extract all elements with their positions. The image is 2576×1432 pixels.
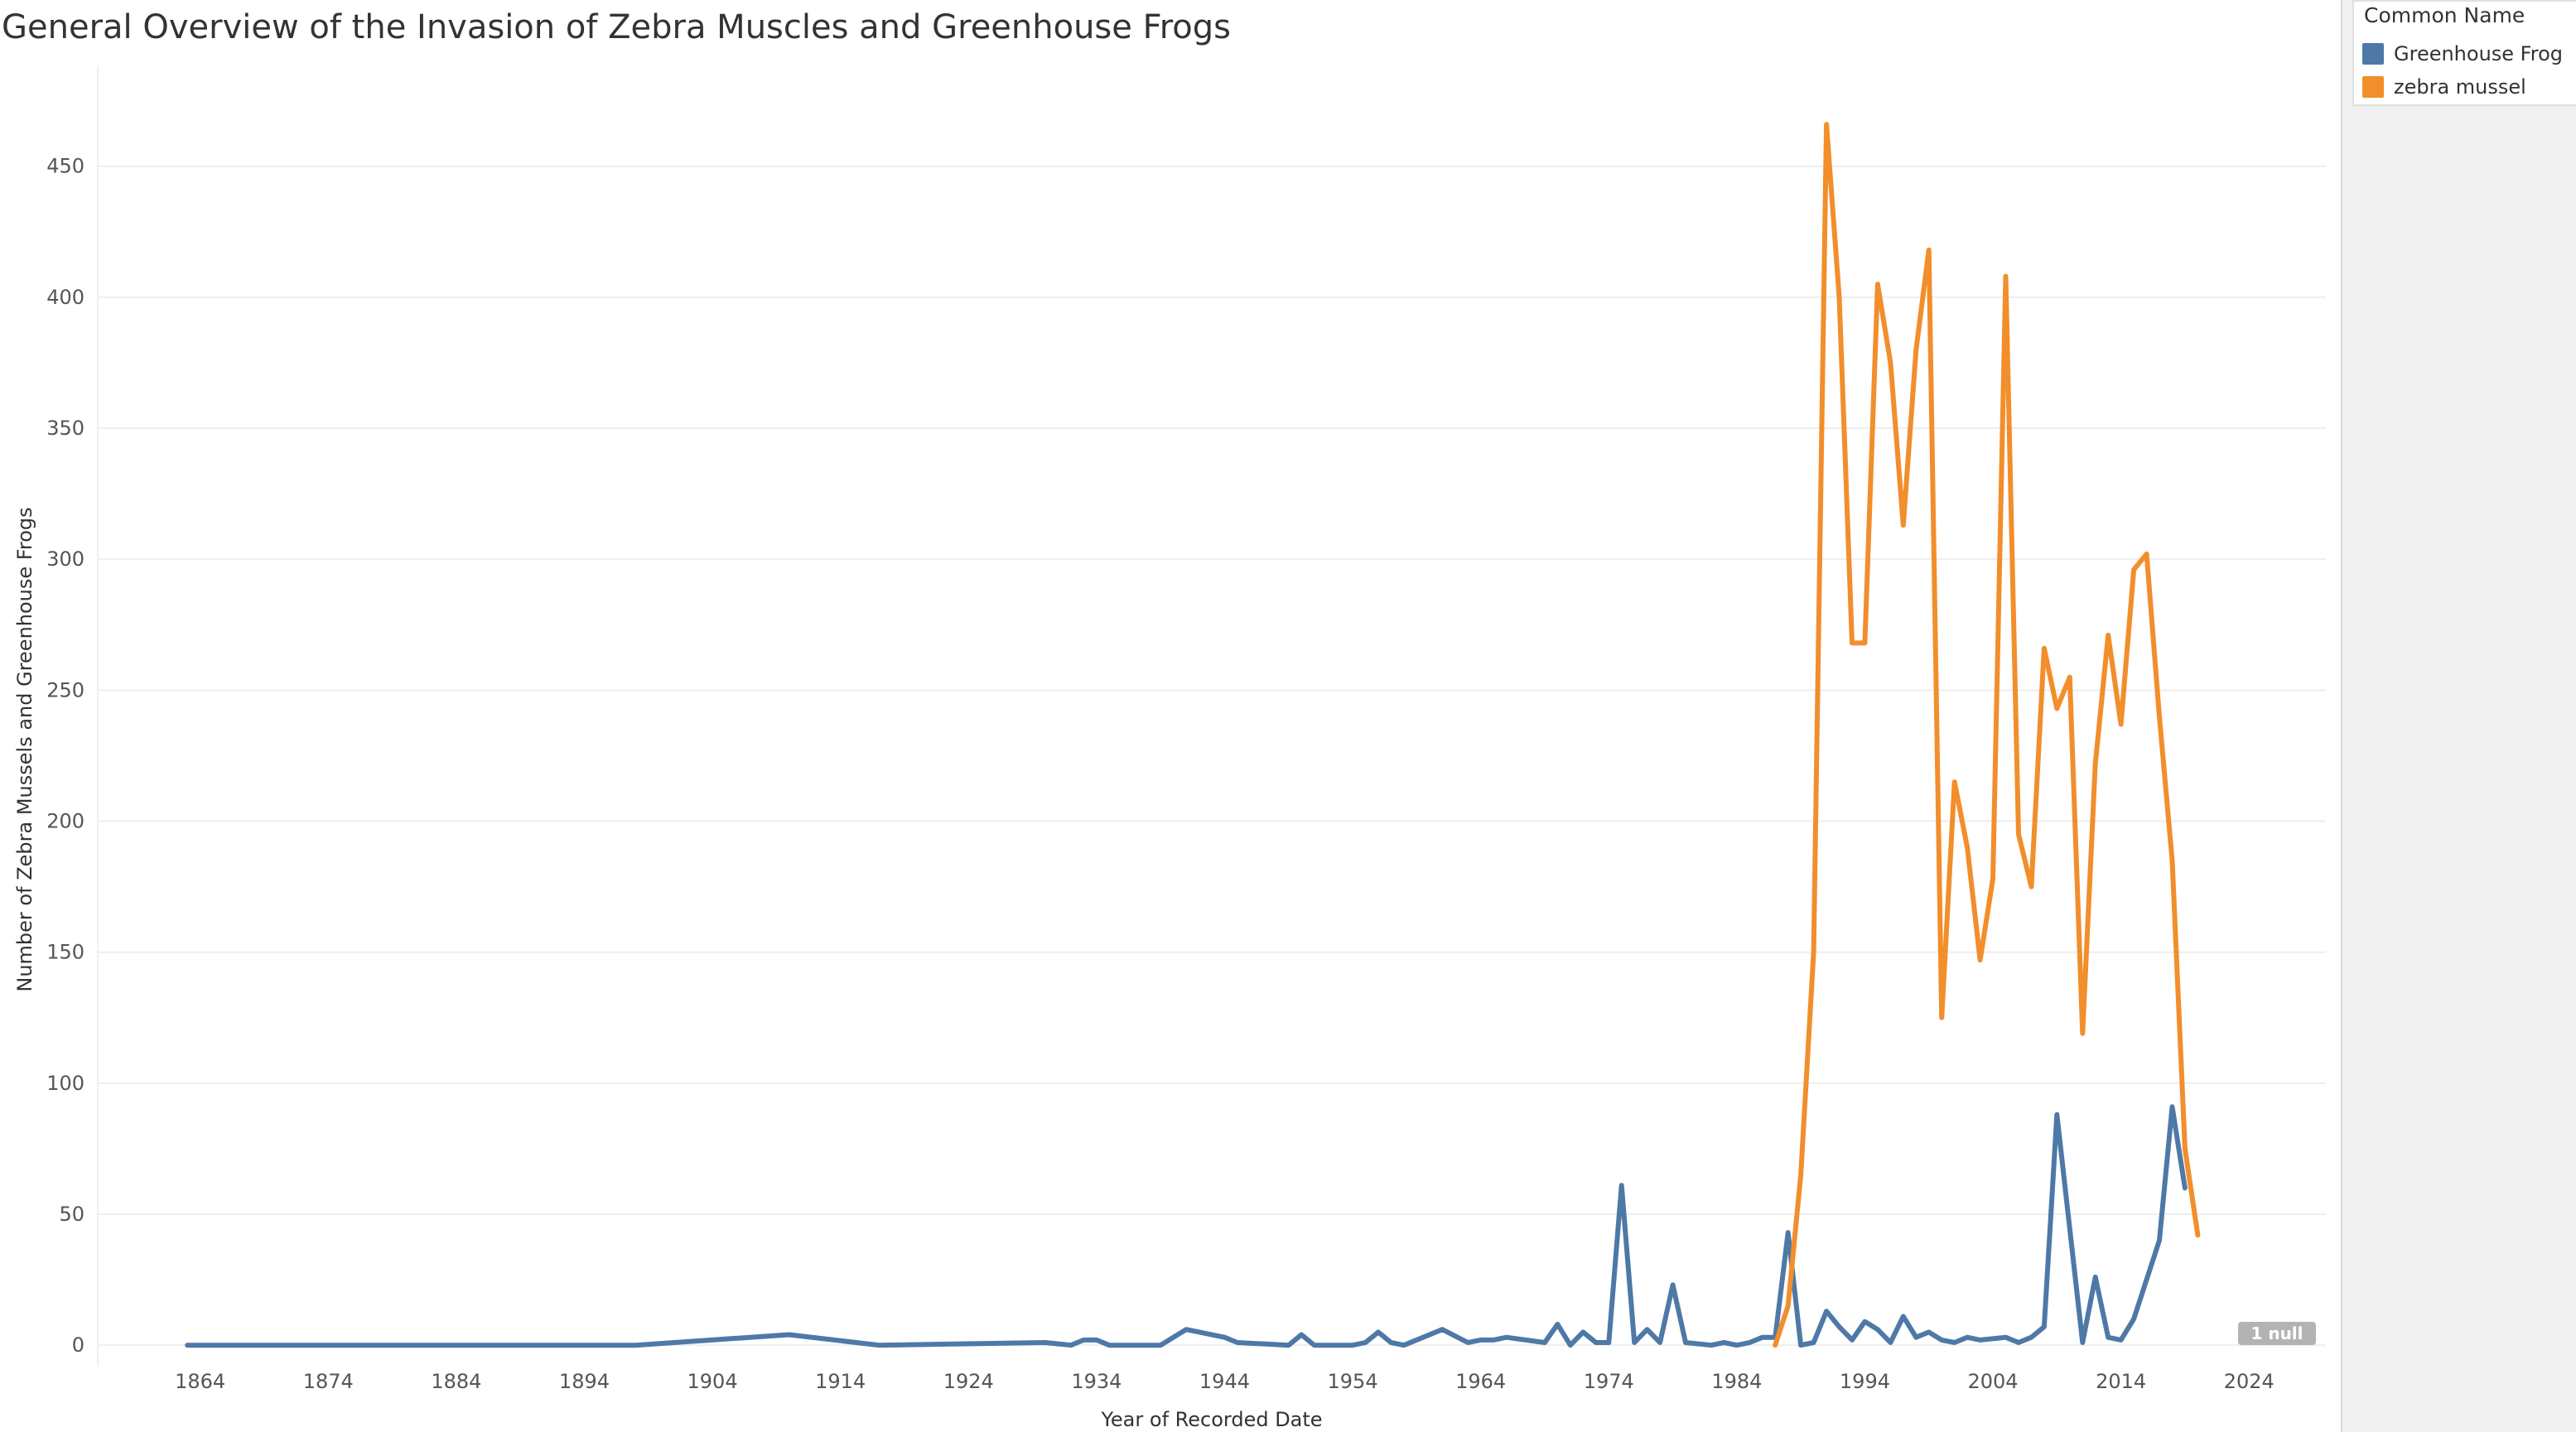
x-tick-label: 1984 — [1711, 1370, 1762, 1393]
x-tick-label: 1974 — [1584, 1370, 1634, 1393]
y-tick-label: 300 — [46, 547, 84, 571]
x-tick-label: 1934 — [1071, 1370, 1122, 1393]
y-tick-label: 50 — [59, 1203, 84, 1226]
y-tick-label: 350 — [46, 417, 84, 440]
x-axis-title: Year of Recorded Date — [1100, 1408, 1322, 1431]
y-tick-label: 150 — [46, 941, 84, 964]
y-axis-title: Number of Zebra Mussels and Greenhouse F… — [13, 507, 36, 991]
x-tick-label: 1954 — [1328, 1370, 1378, 1393]
x-axis-ticks: 1864 1874 1884 1894 1904 1914 1924 1934 1944 1954… — [175, 1370, 2275, 1393]
series-line-greenhouse-frog[interactable] — [185, 1104, 2188, 1348]
legend-item-zebra-mussel[interactable]: zebra mussel — [2362, 73, 2526, 101]
x-tick-label: 1884 — [431, 1370, 481, 1393]
x-tick-label: 2014 — [2096, 1370, 2146, 1393]
y-axis-ticks: 0 50 100 150 200 250 300 350 400 450 — [46, 155, 84, 1357]
series-line-zebra-mussel[interactable] — [1773, 122, 2201, 1348]
line-chart: 0 50 100 150 200 250 300 350 400 450 1864 1874 1884… — [13, 66, 2326, 1431]
grid-lines — [97, 66, 2326, 1367]
legend-swatch-zebra-mussel — [2362, 76, 2384, 98]
y-tick-label: 100 — [46, 1072, 84, 1095]
x-tick-label: 2004 — [1968, 1370, 2019, 1393]
y-tick-label: 450 — [46, 155, 84, 178]
legend-panel: Common Name Greenhouse Frog zebra mussel — [2341, 0, 2576, 1432]
x-tick-label: 1994 — [1840, 1370, 1890, 1393]
x-tick-label: 1964 — [1455, 1370, 1506, 1393]
x-tick-label: 1894 — [559, 1370, 610, 1393]
legend-item-greenhouse-frog[interactable]: Greenhouse Frog — [2362, 40, 2563, 68]
y-tick-label: 0 — [72, 1333, 84, 1357]
legend-label: zebra mussel — [2394, 75, 2526, 99]
x-tick-label: 1914 — [815, 1370, 866, 1393]
legend-swatch-greenhouse-frog — [2362, 43, 2384, 65]
series-lines — [185, 122, 2201, 1348]
null-indicator-badge[interactable]: 1 null — [2238, 1322, 2316, 1345]
chart-title: General Overview of the Invasion of Zebr… — [2, 8, 1231, 46]
legend-title: Common Name — [2364, 3, 2525, 27]
x-tick-label: 1944 — [1199, 1370, 1250, 1393]
x-tick-label: 1874 — [303, 1370, 354, 1393]
x-tick-label: 2024 — [2224, 1370, 2275, 1393]
y-tick-label: 200 — [46, 810, 84, 833]
legend: Common Name Greenhouse Frog zebra mussel — [2352, 0, 2576, 106]
legend-label: Greenhouse Frog — [2394, 42, 2563, 65]
x-tick-label: 1924 — [943, 1370, 994, 1393]
x-tick-label: 1904 — [687, 1370, 738, 1393]
y-tick-label: 400 — [46, 286, 84, 309]
x-tick-label: 1864 — [175, 1370, 225, 1393]
y-tick-label: 250 — [46, 678, 84, 702]
